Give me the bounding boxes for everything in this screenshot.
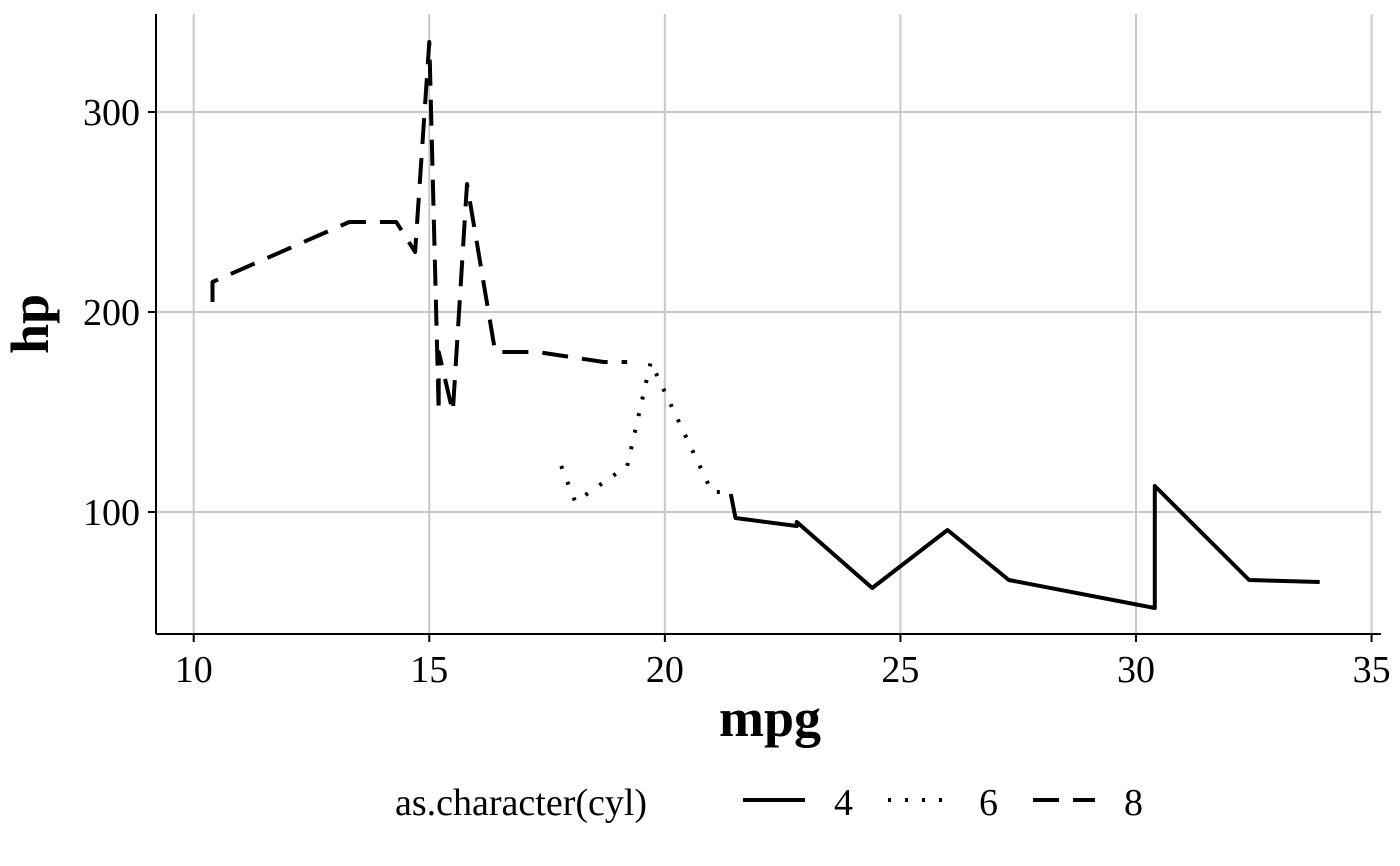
x-tick-label: 25 [881,649,919,691]
legend-label-6: 6 [979,782,998,824]
x-tick-label: 35 [1353,649,1391,691]
x-axis-ticks: 10 15 20 25 30 35 [175,634,1391,691]
series-line-4 [728,484,1320,610]
y-tick-label: 300 [83,92,140,134]
grid-lines [156,14,1381,634]
series-group [210,40,1320,610]
legend-title: as.character(cyl) [395,782,647,824]
y-tick-label: 200 [83,292,140,334]
series-line-8 [210,40,628,414]
legend-items: 4 6 8 [743,782,1143,824]
x-tick-label: 20 [646,649,684,691]
x-tick-label: 15 [410,649,448,691]
x-tick-label: 30 [1117,649,1155,691]
legend-label-8: 8 [1124,782,1143,824]
legend-label-4: 4 [834,782,853,824]
x-tick-label: 10 [175,649,213,691]
y-axis-ticks: 100 200 300 [83,92,156,534]
x-axis-title: mpg [719,688,821,748]
y-axis-title: hp [0,294,60,354]
series-line-6 [559,360,731,504]
y-tick-label: 100 [83,492,140,534]
legend: as.character(cyl) 4 6 8 [395,782,1143,824]
